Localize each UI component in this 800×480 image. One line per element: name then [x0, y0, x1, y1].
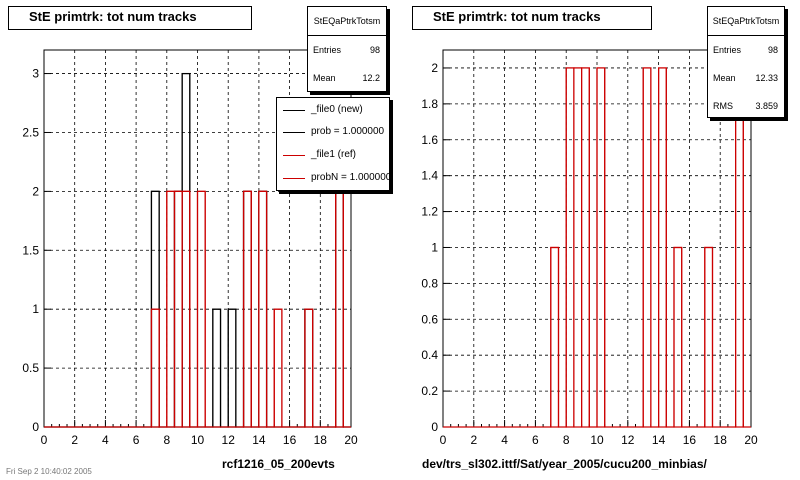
chart0-series-1-bin-15 [273, 308, 283, 428]
chart0-y-tick-label-1: 1 [32, 302, 39, 316]
chart0-series-1-bin-19 [335, 190, 344, 428]
chart1-series-0-bin-7 [550, 246, 560, 428]
chart0-x-tick-label-10: 10 [191, 433, 205, 447]
chart0-x-tick-label-2: 2 [71, 433, 78, 447]
chart0-x-tick-label-4: 4 [102, 433, 109, 447]
right-stats-entries-label: Entries [713, 45, 742, 55]
left-stats-row-mean: Mean 12.2 [308, 64, 386, 92]
chart1-x-tick-label-2: 2 [470, 433, 477, 447]
chart1-series-0-bin-14 [657, 67, 667, 428]
chart0-x-tick-label-18: 18 [314, 433, 328, 447]
chart1-series-0-bin-10 [596, 67, 606, 428]
chart1-y-tick-label-1.6: 1.6 [421, 133, 438, 147]
chart0-series-1-bin-9 [181, 190, 191, 428]
chart0-y-tick-label-2.5: 2.5 [22, 125, 39, 139]
chart1-y-tick-label-0.2: 0.2 [421, 384, 438, 398]
chart1-x-tick-label-0: 0 [440, 433, 447, 447]
right-stats-row-entries: Entries 98 [708, 36, 784, 64]
chart0-y-tick-label-3: 3 [32, 67, 39, 81]
chart1-y-tick-label-1: 1 [431, 240, 438, 254]
chart0-series-1-bin-7 [150, 308, 160, 428]
chart1-series-0-bin-13 [642, 67, 652, 428]
chart0-x-tick-label-8: 8 [163, 433, 170, 447]
left-legend-box: _file0 (new) prob = 1.000000 _file1 (ref… [276, 97, 390, 191]
left-panel-title: StE primtrk: tot num tracks [29, 9, 197, 24]
chart0-y-tick-label-1.5: 1.5 [22, 243, 39, 257]
legend-swatch-file0 [283, 110, 305, 111]
legend-label-file0: _file0 (new) [311, 104, 363, 115]
left-stats-entries-value: 98 [369, 45, 380, 55]
chart1-y-tick-label-1.2: 1.2 [421, 205, 438, 219]
right-stats-mean-value: 12.33 [755, 73, 778, 83]
chart1-y-tick-label-1.8: 1.8 [421, 97, 438, 111]
right-stats-entries-value: 98 [767, 45, 778, 55]
chart1-x-tick-label-4: 4 [501, 433, 508, 447]
left-stats-row-entries: Entries 98 [308, 36, 386, 64]
chart1-series-0-bin-9 [580, 67, 590, 428]
chart1-y-tick-label-1.4: 1.4 [421, 169, 438, 183]
chart0-y-tick-label-0.5: 0.5 [22, 361, 39, 375]
right-stats-name: StEQaPtrkTotsm [708, 7, 784, 36]
chart0-series-1-bin-17 [304, 308, 314, 428]
left-x-axis-label: rcf1216_05_200evts [222, 457, 335, 471]
chart1-series-0-bin-15 [673, 246, 683, 428]
left-stats-mean-value: 12.2 [362, 73, 380, 83]
right-stats-row-rms: RMS 3.859 [708, 92, 784, 120]
legend-swatch-file1 [283, 155, 305, 156]
chart0-x-tick-label-12: 12 [222, 433, 236, 447]
chart1-x-tick-label-18: 18 [714, 433, 728, 447]
chart1-series-0-bin-17 [704, 246, 714, 428]
left-stats-mean-label: Mean [313, 73, 336, 83]
chart1-y-tick-label-2: 2 [431, 61, 438, 75]
chart0-y-tick-label-2: 2 [32, 184, 39, 198]
chart0-x-tick-label-14: 14 [252, 433, 266, 447]
right-panel-title-box: StE primtrk: tot num tracks [412, 6, 652, 30]
chart1-x-tick-label-16: 16 [683, 433, 697, 447]
timestamp-footer: Fri Sep 2 10:40:02 2005 [6, 467, 92, 476]
chart0-series-1-bin-10 [196, 190, 206, 428]
chart0-x-tick-label-20: 20 [344, 433, 358, 447]
chart0-series-1-bin-13 [242, 190, 252, 428]
chart1-x-tick-label-8: 8 [563, 433, 570, 447]
chart1-x-tick-label-14: 14 [652, 433, 666, 447]
right-stats-row-mean: Mean 12.33 [708, 64, 784, 92]
chart0-x-tick-label-6: 6 [133, 433, 140, 447]
legend-swatch-prob [283, 132, 305, 133]
right-stats-mean-label: Mean [713, 73, 736, 83]
right-stats-box: StEQaPtrkTotsm Entries 98 Mean 12.33 RMS… [707, 6, 785, 118]
right-stats-rms-value: 3.859 [755, 101, 778, 111]
chart1-y-tick-label-0.6: 0.6 [421, 312, 438, 326]
chart1-y-tick-label-0: 0 [431, 420, 438, 434]
chart0-x-tick-label-16: 16 [283, 433, 297, 447]
chart1-x-tick-label-12: 12 [621, 433, 635, 447]
legend-label-probn: probN = 1.000000 [311, 172, 390, 183]
right-x-axis-label: dev/trs_sl302.ittf/Sat/year_2005/cucu200… [422, 457, 707, 471]
chart1-x-tick-label-10: 10 [590, 433, 604, 447]
chart1-y-tick-label-0.4: 0.4 [421, 348, 438, 362]
chart0-series-1-bin-14 [258, 190, 268, 428]
left-stats-name: StEQaPtrkTotsm [308, 7, 386, 36]
left-stats-box: StEQaPtrkTotsm Entries 98 Mean 12.2 [307, 6, 387, 92]
chart1-y-tick-label-0.8: 0.8 [421, 276, 438, 290]
chart1-x-tick-label-6: 6 [532, 433, 539, 447]
right-stats-rms-label: RMS [713, 101, 733, 111]
legend-label-prob: prob = 1.000000 [311, 126, 385, 137]
right-panel-title: StE primtrk: tot num tracks [433, 9, 601, 24]
chart0-y-tick-label-0: 0 [32, 420, 39, 434]
chart1-x-tick-label-20: 20 [744, 433, 758, 447]
left-panel-title-box: StE primtrk: tot num tracks [8, 6, 252, 30]
legend-swatch-probn [283, 178, 305, 179]
legend-label-file1: _file1 (ref) [311, 149, 357, 160]
left-stats-entries-label: Entries [313, 45, 342, 55]
chart0-x-tick-label-0: 0 [41, 433, 48, 447]
